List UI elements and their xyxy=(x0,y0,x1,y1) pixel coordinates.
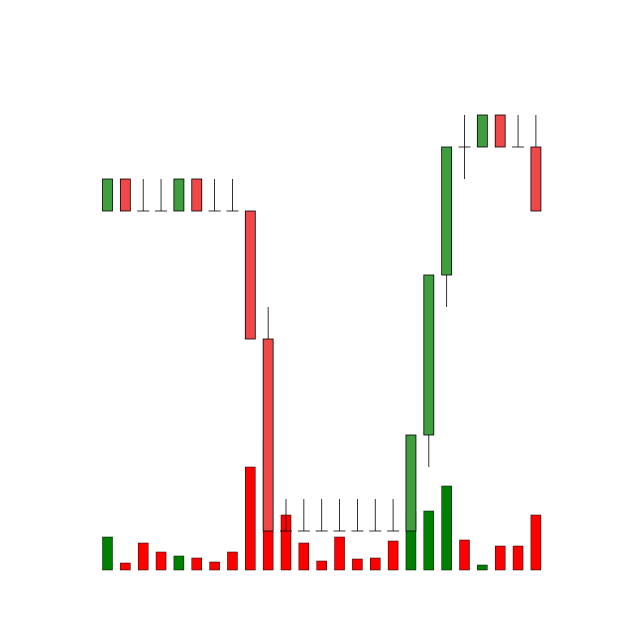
volume-bar xyxy=(477,564,488,571)
volume-bar xyxy=(298,542,310,571)
volume-bar xyxy=(173,555,185,571)
candle-body xyxy=(244,210,256,340)
candle-body xyxy=(191,178,203,212)
candle-body xyxy=(405,434,417,532)
volume-bar xyxy=(191,557,202,571)
candle-body xyxy=(494,114,506,148)
volume-bar xyxy=(209,561,220,571)
candle-body xyxy=(441,146,453,276)
candle-body xyxy=(119,178,131,212)
candle-body xyxy=(173,178,185,212)
volume-bar xyxy=(155,551,167,571)
volume-bar xyxy=(370,557,381,571)
volume-bar xyxy=(441,485,452,571)
volume-bar xyxy=(352,558,363,571)
volume-bar xyxy=(494,545,506,571)
volume-bar xyxy=(102,536,113,571)
volume-bar xyxy=(530,514,542,571)
candle-body xyxy=(262,338,274,532)
volume-bar xyxy=(120,562,131,571)
candle-body xyxy=(476,114,488,148)
volume-bar xyxy=(316,560,327,571)
volume-bar xyxy=(387,540,399,571)
volume-bar xyxy=(245,466,256,571)
volume-bar xyxy=(227,551,238,571)
volume-bar xyxy=(512,545,524,571)
volume-bar xyxy=(459,539,470,571)
candle-body xyxy=(423,274,435,436)
candle-body xyxy=(102,178,113,212)
volume-bar xyxy=(137,542,149,571)
candle-body xyxy=(530,146,542,212)
volume-bar xyxy=(423,510,435,571)
volume-bar xyxy=(334,536,345,571)
